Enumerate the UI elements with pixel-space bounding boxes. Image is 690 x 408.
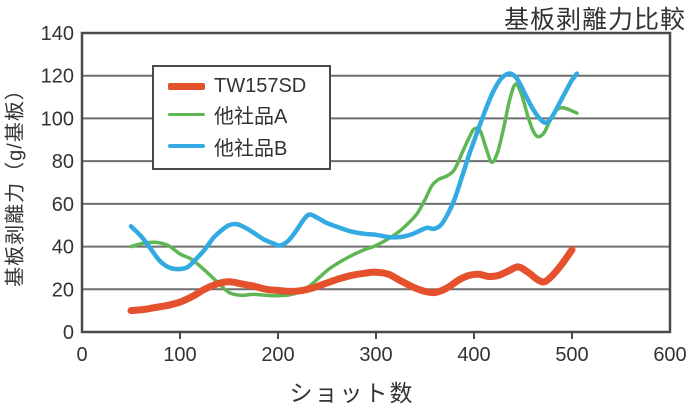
x-axis-label: ショット数: [289, 380, 415, 406]
legend-label: 他社品A: [214, 106, 288, 128]
y-tick-label: 80: [52, 151, 74, 173]
y-tick-label: 20: [52, 279, 74, 301]
y-tick-label: 60: [52, 194, 74, 216]
legend: TW157SD 他社品A 他社品B: [152, 65, 331, 170]
legend-label: 他社品B: [214, 137, 288, 160]
legend-swatch-blue-line: [168, 143, 205, 149]
y-tick-label: 0: [63, 322, 74, 344]
x-tick-label: 100: [163, 344, 196, 366]
legend-item-company-a: 他社品A: [168, 100, 325, 129]
y-tick-label: 40: [52, 237, 74, 259]
series-line-他社品B: [128, 71, 580, 272]
legend-swatch-green-line: [168, 112, 205, 117]
series-line-TW157SD: [127, 246, 576, 315]
legend-swatch-red-line: [168, 82, 205, 90]
legend-item-tw157sd: TW157SD: [168, 75, 325, 98]
chart-title: 基板剥離力比較: [503, 6, 686, 34]
series-line-他社品A: [129, 82, 579, 298]
legend-label: TW157SD: [214, 74, 307, 97]
y-axis-label: 基板剥離力（g/基板）: [4, 79, 27, 287]
y-tick-label: 120: [41, 66, 74, 88]
x-tick-label: 0: [76, 344, 87, 366]
x-tick-label: 600: [653, 344, 686, 366]
x-tick-label: 500: [555, 344, 588, 366]
x-tick-label: 200: [261, 344, 294, 366]
x-tick-label: 300: [359, 344, 392, 366]
legend-item-company-b: 他社品B: [168, 132, 325, 161]
y-tick-label: 140: [41, 23, 74, 45]
y-tick-label: 100: [41, 108, 74, 130]
x-tick-label: 400: [457, 344, 490, 366]
